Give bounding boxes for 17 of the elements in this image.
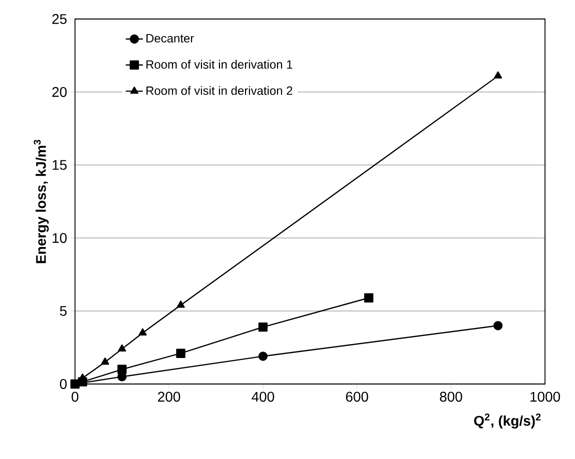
legend-label: Decanter	[146, 34, 194, 43]
x-tick-label: 600	[346, 392, 368, 402]
y-axis-title: Energy loss, kJ/m$^{3}$	[34, 140, 49, 264]
y-tick-label: 10	[52, 233, 67, 243]
y-tick-label: 5	[60, 306, 67, 316]
x-tick-label: 200	[158, 392, 180, 402]
x-axis-title: Q$^{2}$, (kg/s)$^{2}$	[474, 414, 541, 429]
legend-label: Room of visit in derivation 2	[146, 86, 292, 95]
x-tick-label: 400	[252, 392, 274, 402]
x-tick-label: 1000	[530, 392, 560, 402]
y-tick-label: 25	[52, 14, 67, 24]
legend-label: Room of visit in derivation 1	[146, 60, 292, 69]
x-tick-label: 0	[72, 392, 78, 402]
y-tick-label: 15	[52, 160, 67, 170]
y-tick-label: 0	[60, 379, 67, 389]
x-tick-label: 800	[440, 392, 462, 402]
y-tick-label: 20	[52, 87, 67, 97]
